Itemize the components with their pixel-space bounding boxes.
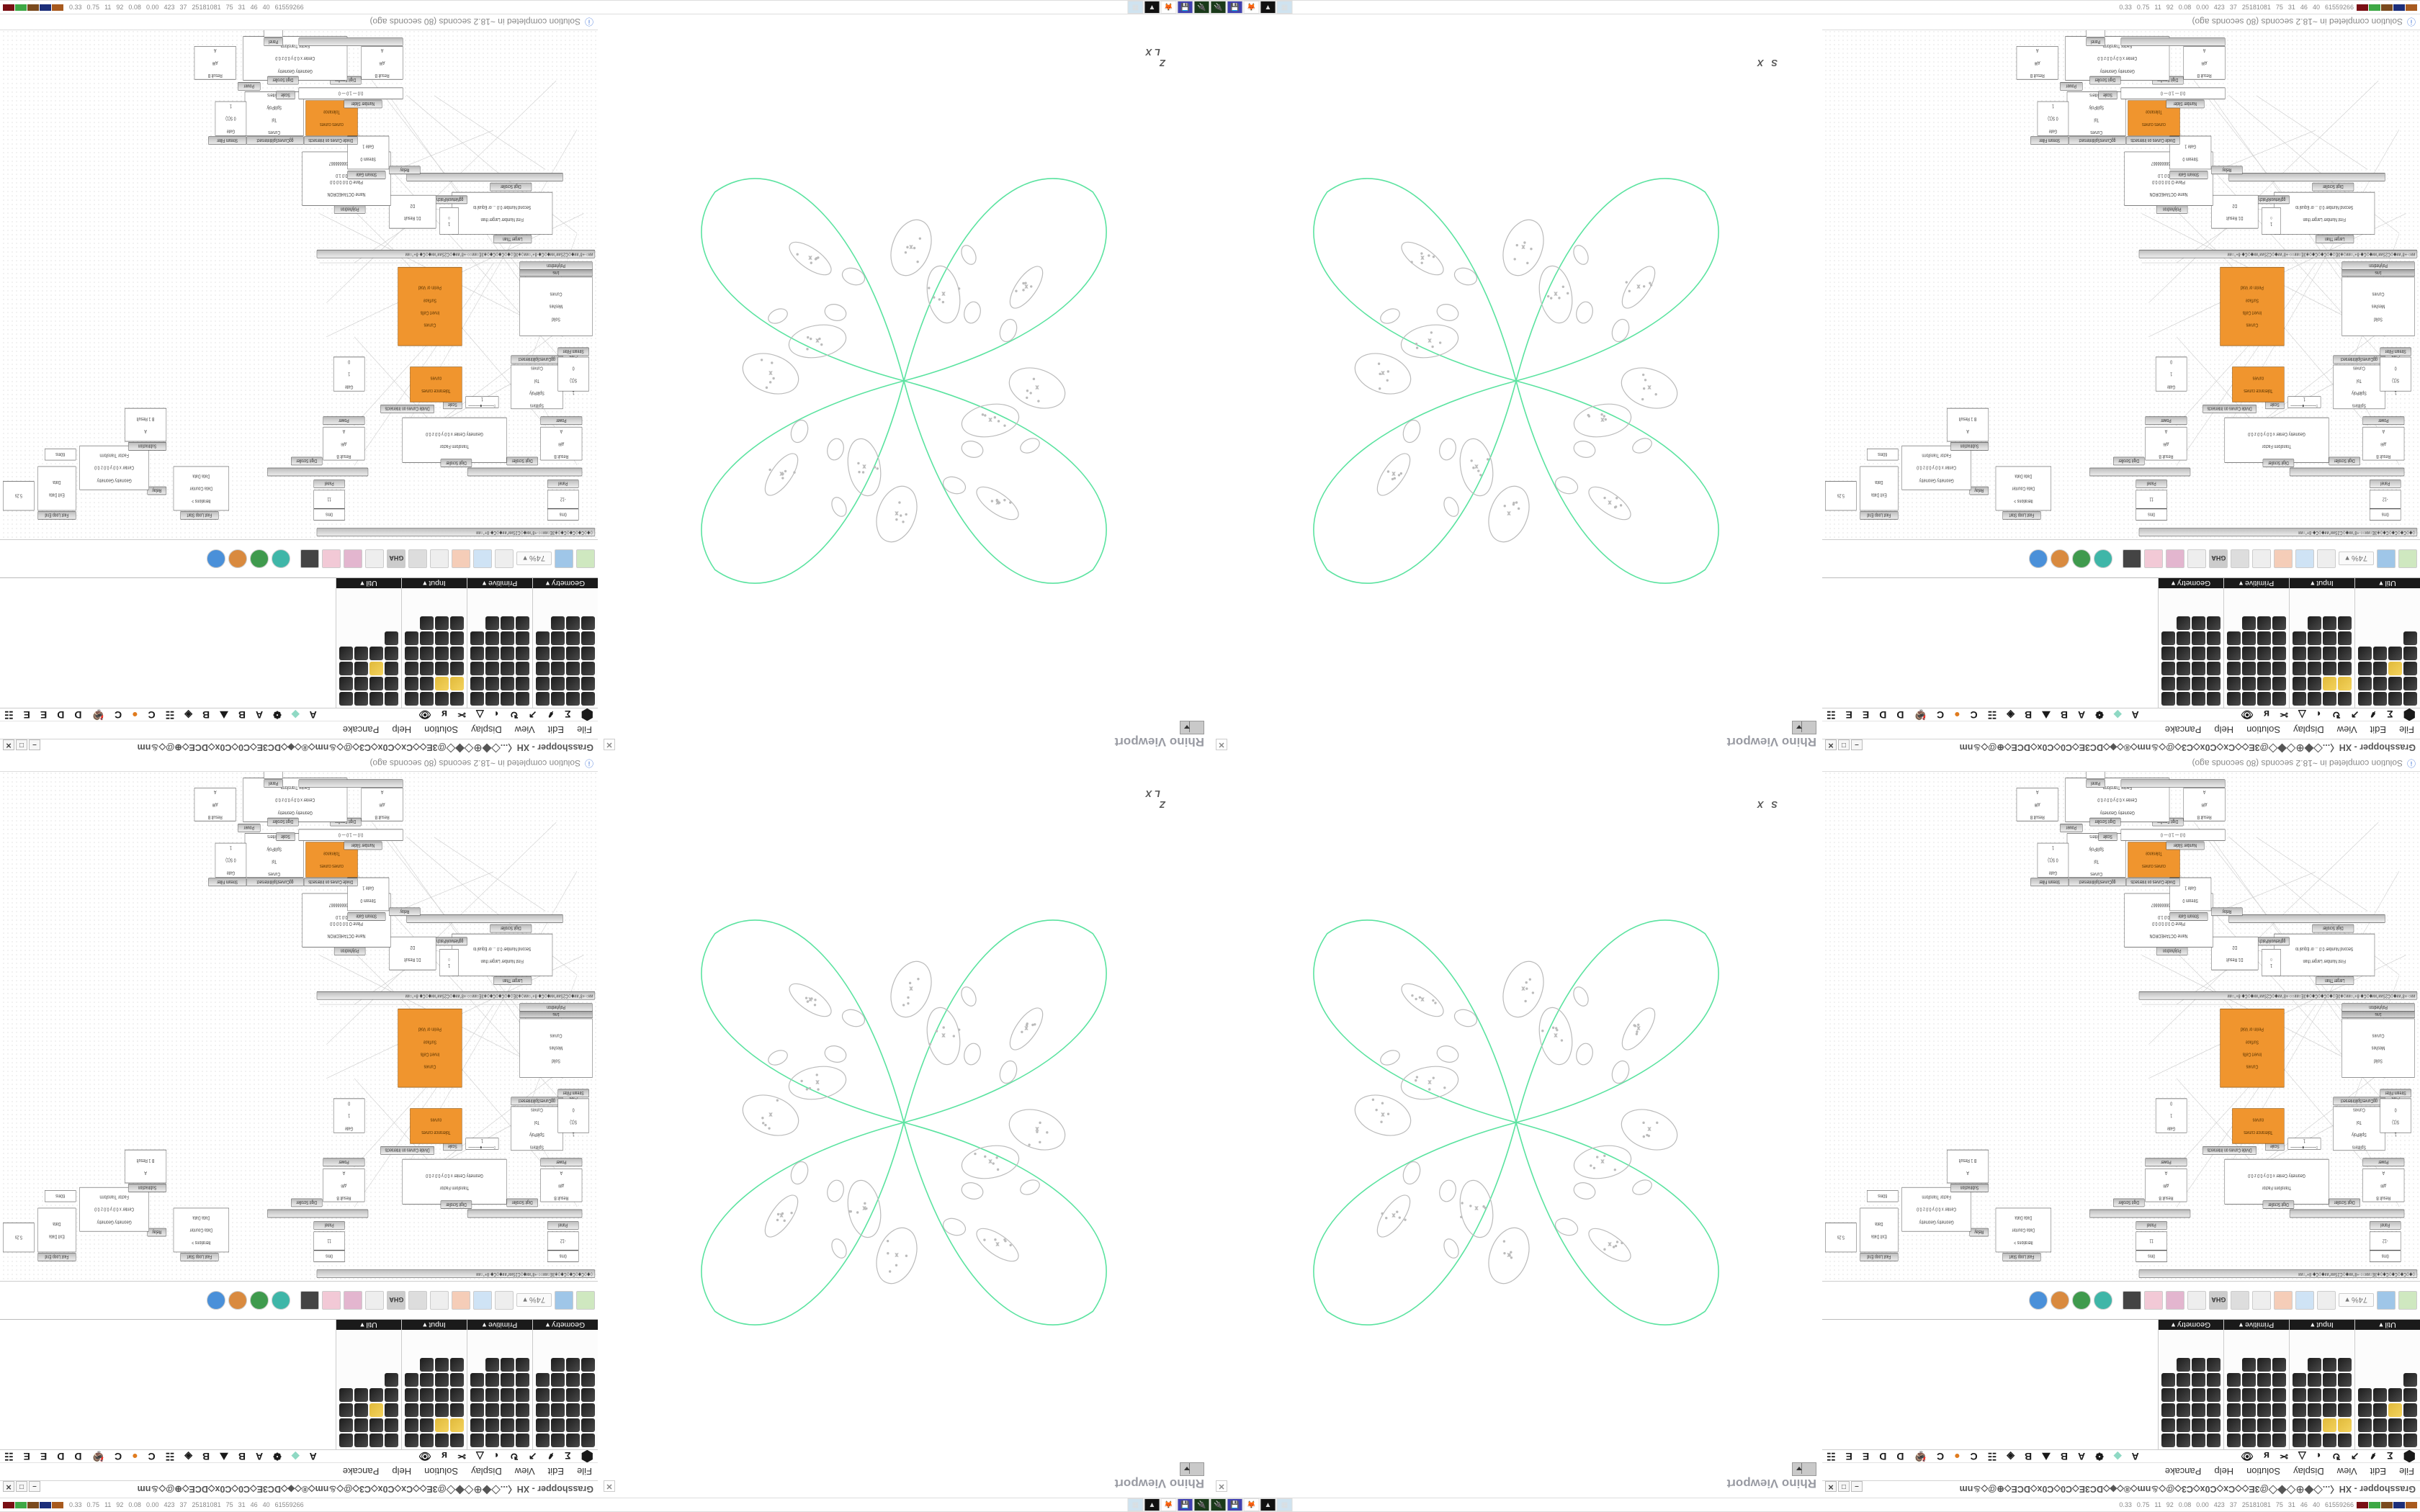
svg-text:x: x bbox=[996, 500, 999, 505]
svg-text:x: x bbox=[863, 1205, 866, 1210]
svg-text:x: x bbox=[1421, 996, 1424, 1002]
svg-text:x: x bbox=[942, 1032, 945, 1038]
svg-text:x: x bbox=[942, 291, 945, 296]
svg-text:x: x bbox=[989, 417, 992, 422]
svg-text:x: x bbox=[1381, 370, 1384, 375]
svg-text:x: x bbox=[1428, 338, 1431, 343]
svg-text:x: x bbox=[769, 1112, 772, 1117]
svg-text:x: x bbox=[1036, 1126, 1039, 1131]
svg-text:x: x bbox=[780, 471, 783, 476]
svg-text:x: x bbox=[809, 996, 812, 1002]
svg-text:x: x bbox=[895, 510, 898, 516]
svg-text:x: x bbox=[895, 1252, 898, 1257]
svg-text:x: x bbox=[816, 1079, 819, 1084]
svg-text:x: x bbox=[1392, 471, 1395, 476]
svg-text:x: x bbox=[1392, 1212, 1395, 1218]
svg-text:x: x bbox=[780, 1212, 783, 1218]
svg-text:x: x bbox=[910, 244, 913, 249]
svg-text:x: x bbox=[1554, 291, 1557, 296]
svg-text:x: x bbox=[1475, 1205, 1478, 1210]
svg-text:x: x bbox=[1648, 1126, 1651, 1131]
svg-text:x: x bbox=[1025, 284, 1028, 289]
svg-text:x: x bbox=[1601, 417, 1604, 422]
svg-text:x: x bbox=[1475, 464, 1478, 469]
svg-text:x: x bbox=[863, 464, 866, 469]
svg-text:x: x bbox=[1522, 986, 1525, 991]
svg-text:x: x bbox=[1036, 384, 1039, 390]
svg-text:x: x bbox=[1554, 1032, 1557, 1038]
svg-text:x: x bbox=[816, 338, 819, 343]
svg-text:x: x bbox=[1381, 1112, 1384, 1117]
svg-text:x: x bbox=[910, 986, 913, 991]
svg-text:x: x bbox=[1522, 244, 1525, 249]
svg-text:x: x bbox=[1637, 1025, 1640, 1030]
svg-text:x: x bbox=[1507, 510, 1510, 516]
svg-text:x: x bbox=[1637, 284, 1640, 289]
svg-text:x: x bbox=[1428, 1079, 1431, 1084]
svg-text:x: x bbox=[989, 1158, 992, 1164]
svg-text:x: x bbox=[1648, 384, 1651, 390]
svg-text:x: x bbox=[1421, 255, 1424, 260]
svg-text:x: x bbox=[769, 370, 772, 375]
svg-text:x: x bbox=[1608, 500, 1611, 505]
svg-text:x: x bbox=[1608, 1241, 1611, 1246]
svg-text:x: x bbox=[1025, 1025, 1028, 1030]
svg-text:x: x bbox=[1507, 1252, 1510, 1257]
svg-text:x: x bbox=[809, 255, 812, 260]
svg-text:x: x bbox=[996, 1241, 999, 1246]
svg-text:x: x bbox=[1601, 1158, 1604, 1164]
